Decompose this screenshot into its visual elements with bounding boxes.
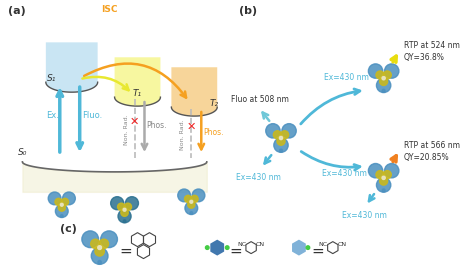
- Text: Phos.: Phos.: [146, 121, 167, 130]
- Circle shape: [273, 131, 282, 139]
- Circle shape: [281, 131, 289, 139]
- Circle shape: [98, 260, 101, 264]
- Text: RTP at 566 nm: RTP at 566 nm: [403, 141, 460, 150]
- Circle shape: [118, 210, 131, 223]
- Circle shape: [380, 177, 388, 185]
- Text: CN: CN: [256, 242, 265, 247]
- Text: S₁: S₁: [47, 74, 56, 83]
- Circle shape: [226, 246, 229, 249]
- Circle shape: [58, 204, 65, 211]
- Circle shape: [123, 208, 126, 211]
- Circle shape: [280, 149, 283, 152]
- Circle shape: [191, 195, 198, 202]
- Circle shape: [188, 201, 195, 208]
- Circle shape: [100, 231, 118, 248]
- Text: Ex.: Ex.: [46, 111, 59, 120]
- Text: QY=36.8%: QY=36.8%: [403, 53, 445, 62]
- Circle shape: [282, 124, 296, 138]
- Text: (a): (a): [8, 6, 26, 16]
- Circle shape: [383, 171, 392, 179]
- Text: T₁: T₁: [133, 89, 142, 98]
- Text: ✕: ✕: [186, 122, 196, 132]
- Circle shape: [60, 203, 63, 206]
- Circle shape: [91, 248, 108, 264]
- Circle shape: [61, 215, 63, 217]
- Circle shape: [55, 205, 68, 217]
- Text: (c): (c): [60, 224, 77, 234]
- Circle shape: [383, 71, 392, 79]
- Circle shape: [274, 138, 288, 152]
- Circle shape: [110, 197, 124, 210]
- Circle shape: [368, 64, 383, 78]
- Circle shape: [121, 209, 128, 216]
- Circle shape: [190, 200, 193, 203]
- Circle shape: [277, 137, 285, 145]
- Circle shape: [82, 231, 99, 248]
- Circle shape: [382, 77, 385, 80]
- Text: Ex=430 nm: Ex=430 nm: [236, 173, 281, 182]
- Text: RTP at 524 nm: RTP at 524 nm: [403, 41, 459, 50]
- Text: Ex=430 nm: Ex=430 nm: [322, 169, 367, 178]
- Circle shape: [185, 202, 198, 215]
- Circle shape: [384, 64, 399, 78]
- Text: CN: CN: [338, 242, 347, 247]
- Text: Ex=430 nm: Ex=430 nm: [324, 73, 369, 82]
- Polygon shape: [172, 67, 217, 116]
- Circle shape: [190, 212, 192, 214]
- Circle shape: [95, 247, 104, 256]
- Circle shape: [124, 203, 132, 210]
- Text: Non. Rad.: Non. Rad.: [124, 115, 128, 145]
- Text: T₂: T₂: [209, 99, 219, 108]
- Text: NC: NC: [319, 242, 328, 247]
- Circle shape: [382, 189, 385, 192]
- Text: ✕: ✕: [129, 117, 139, 127]
- Circle shape: [63, 192, 75, 205]
- Text: NC: NC: [237, 242, 246, 247]
- Polygon shape: [115, 57, 160, 106]
- Circle shape: [48, 192, 61, 205]
- Circle shape: [266, 124, 280, 138]
- Circle shape: [205, 246, 209, 249]
- Circle shape: [62, 198, 69, 205]
- Text: Phos.: Phos.: [203, 128, 224, 137]
- Circle shape: [125, 197, 138, 210]
- Circle shape: [382, 176, 385, 180]
- Circle shape: [368, 163, 383, 178]
- Circle shape: [55, 198, 62, 205]
- Polygon shape: [46, 42, 98, 92]
- Text: Fluo at 508 nm: Fluo at 508 nm: [231, 95, 289, 104]
- Circle shape: [279, 136, 283, 140]
- Text: Non. Rad.: Non. Rad.: [180, 120, 185, 150]
- Circle shape: [376, 78, 391, 93]
- Circle shape: [123, 220, 126, 222]
- Text: =: =: [229, 244, 242, 259]
- Circle shape: [306, 246, 310, 249]
- Circle shape: [376, 171, 384, 179]
- Circle shape: [91, 239, 100, 249]
- Circle shape: [380, 77, 388, 85]
- Text: =: =: [119, 244, 132, 259]
- Circle shape: [384, 163, 399, 178]
- Text: (b): (b): [239, 6, 257, 16]
- Circle shape: [192, 189, 205, 202]
- Circle shape: [98, 246, 101, 249]
- Circle shape: [99, 239, 109, 249]
- Text: S₀: S₀: [18, 148, 27, 157]
- Text: =: =: [311, 244, 324, 259]
- Text: Fluo.: Fluo.: [82, 111, 102, 120]
- Text: ISC: ISC: [101, 6, 118, 14]
- Circle shape: [376, 178, 391, 192]
- Circle shape: [178, 189, 191, 202]
- Text: Ex=430 nm: Ex=430 nm: [342, 211, 387, 220]
- Circle shape: [118, 203, 125, 210]
- Circle shape: [376, 71, 384, 79]
- Circle shape: [382, 89, 385, 92]
- Text: QY=20.85%: QY=20.85%: [403, 153, 449, 162]
- Circle shape: [184, 195, 191, 202]
